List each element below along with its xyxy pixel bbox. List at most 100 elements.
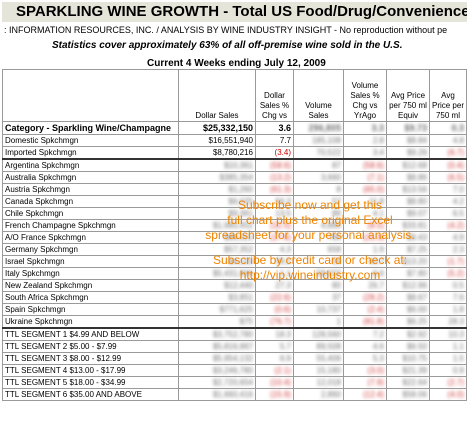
avg-price-cell: 10.3 <box>429 327 467 341</box>
volume-chg-cell: (81.8) <box>343 315 387 329</box>
volume-sales-cell: 185,108 <box>293 134 344 147</box>
dollar-sales-cell: $8,780,216 <box>178 146 256 160</box>
subscribe-link[interactable]: http://vip.wineindustry.com <box>239 268 381 282</box>
dollar-chg-cell: (13.2) <box>255 171 294 184</box>
period-label: Current 4 Weeks ending July 12, 2009 <box>147 58 326 69</box>
table-row: Austria Spkchmgn $1,260 (61.3) 8 (65.0) $13.5… <box>2 183 467 196</box>
row-label: Spain Spkchmgn <box>2 303 179 316</box>
row-label: TTL SEGMENT 3 $8.00 - $12.99 <box>2 352 179 365</box>
volume-sales-cell: 15,180 <box>293 364 344 377</box>
dollar-sales-cell: $3,246,780 <box>178 364 256 377</box>
avg-price-equiv-cell: $8.67 <box>386 291 430 304</box>
dollar-sales-cell: $771,625 <box>178 303 256 316</box>
promo-line-3: spreadsheet for your personal analysis. <box>205 228 415 242</box>
row-label: Imported Spkchmgn <box>2 146 179 160</box>
dollar-sales-cell: $3,752,780 <box>178 327 256 341</box>
header-dollar-chg: Dollar Sales % Chg vs <box>255 69 294 122</box>
dollar-sales-cell: $385,354 <box>178 171 256 184</box>
avg-price-cell: (6.7) <box>429 146 467 160</box>
avg-price-equiv-cell: $6.50 <box>386 340 430 353</box>
avg-price-cell: (4.0) <box>429 388 467 401</box>
avg-price-equiv-cell: $2.92 <box>386 327 430 341</box>
row-label: TTL SEGMENT 1 $4.99 AND BELOW <box>2 327 179 341</box>
volume-sales-cell: 70,522 <box>293 146 344 160</box>
header-label <box>2 69 179 122</box>
table-row: Australia Spkchmgn $385,354 (13.2) 3,660 (7.… <box>2 171 467 184</box>
avg-price-cell: 0.3 <box>429 121 467 135</box>
dollar-sales-cell: $5,954,132 <box>178 352 256 365</box>
row-label: TTL SEGMENT 2 $5.00 - $7.99 <box>2 340 179 353</box>
promo-line-1: Subscribe now and get this <box>237 198 383 212</box>
volume-sales-cell: 87 <box>293 158 344 172</box>
avg-price-equiv-cell: $10.75 <box>386 352 430 365</box>
row-label: Domestic Spkchmgn <box>2 134 179 147</box>
volume-chg-cell: (3.0) <box>343 364 387 377</box>
volume-chg-cell: 7.2 <box>343 327 387 341</box>
row-label: Canada Spkchmgn <box>2 195 179 208</box>
header-avg-price: Avg Price per 750 ml <box>429 69 467 122</box>
row-label: Germany Spkchmgn <box>2 243 179 256</box>
avg-price-equiv-cell: $6.00 <box>386 303 430 316</box>
header-volume-chg: Volume Sales % Chg vs YrAgo <box>343 69 387 122</box>
dollar-sales-cell: $2,720,654 <box>178 376 256 389</box>
dollar-chg-cell: 5.7 <box>255 340 294 353</box>
dollar-sales-cell: $25,332,150 <box>178 121 256 135</box>
dollar-chg-cell: 7.7 <box>255 134 294 147</box>
avg-price-cell: 7.0 <box>429 183 467 196</box>
dollar-sales-cell: $10,361 <box>178 158 256 172</box>
table-row: TTL SEGMENT 1 $4.99 AND BELOW $3,752,780 1… <box>2 327 467 341</box>
subscribe-promo: Subscribe now and get this full chart pl… <box>180 198 440 283</box>
volume-chg-cell: (2.4) <box>343 303 387 316</box>
avg-price-equiv-cell: $9.73 <box>386 121 430 135</box>
row-label: TTL SEGMENT 4 $13.00 - $17.99 <box>2 364 179 377</box>
table-row: Imported Spkchmgn $8,780,216 (3.4) 70,522 3.… <box>2 146 467 160</box>
dollar-chg-cell: 3.6 <box>255 121 294 135</box>
dollar-chg-cell: (15.9) <box>255 388 294 401</box>
volume-sales-cell: 3,660 <box>293 171 344 184</box>
table-row: Ukraine Spkchmgn $75 (76.7) 1 (81.8) $6.25 28.… <box>2 315 467 329</box>
avg-price-equiv-cell: $12.68 <box>386 158 430 172</box>
volume-sales-cell: 37 <box>293 291 344 304</box>
volume-sales-cell: 10,737 <box>293 303 344 316</box>
avg-price-equiv-cell: $13.56 <box>386 183 430 196</box>
avg-price-equiv-cell: $8.86 <box>386 171 430 184</box>
dollar-sales-cell: $1,260 <box>178 183 256 196</box>
table-row: TTL SEGMENT 3 $8.00 - $12.99 $5,954,132 6.… <box>2 352 467 365</box>
table-row: Argentina Spkchmgn $10,361 (58.6) 87 (58.6) $… <box>2 158 467 172</box>
avg-price-cell: 0.9 <box>429 364 467 377</box>
table-row: Israel Spkchmgn $4,120 38.2 26 40.7 $13.20 (1.… <box>2 255 467 268</box>
table-row: Category - Sparkling Wine/Champagne $25,3… <box>2 121 467 135</box>
header-volume-sales: Volume Sales <box>293 69 344 122</box>
volume-chg-cell: (58.6) <box>343 158 387 172</box>
avg-price-equiv-cell: $8.84 <box>386 134 430 147</box>
header-avg-price-equiv: Avg Price per 750 ml Equiv <box>386 69 430 122</box>
row-label: Israel Spkchmgn <box>2 255 179 268</box>
dollar-chg-cell: 18.3 <box>255 327 294 341</box>
avg-price-equiv-cell: $6.25 <box>386 315 430 329</box>
volume-chg-cell: (65.0) <box>343 183 387 196</box>
avg-price-cell: (2.7) <box>429 376 467 389</box>
volume-sales-cell: 89,508 <box>293 340 344 353</box>
dollar-chg-cell: (61.3) <box>255 183 294 196</box>
row-label: Chile Spkchmgn <box>2 207 179 220</box>
volume-sales-cell: 296,805 <box>293 121 344 135</box>
avg-price-cell: 28.3 <box>429 315 467 329</box>
dollar-sales-cell: $16,551,940 <box>178 134 256 147</box>
promo-line-2: full chart plus the original Excel <box>227 213 393 227</box>
avg-price-cell: (6.5) <box>429 171 467 184</box>
row-label: French Champagne Spkchmgn <box>2 219 179 232</box>
dollar-chg-cell: (10.4) <box>255 376 294 389</box>
header-dollar-sales: Dollar Sales <box>178 69 256 122</box>
dollar-chg-cell: (76.7) <box>255 315 294 329</box>
dollar-sales-cell: $5,816,967 <box>178 340 256 353</box>
volume-chg-cell: (12.4) <box>343 388 387 401</box>
dollar-sales-cell: $1,660,416 <box>178 388 256 401</box>
table-row: Italy Spkchmgn $5,431,806 1.1 58,022 6.6 $7.8… <box>2 267 467 280</box>
row-label: Ukraine Spkchmgn <box>2 315 179 329</box>
volume-sales-cell: 8 <box>293 183 344 196</box>
table-row: Domestic Spkchmgn $16,551,940 7.7 185,108 2.… <box>2 134 467 147</box>
avg-price-cell: 4.8 <box>429 134 467 147</box>
row-label: New Zealand Spkchmgn <box>2 279 179 292</box>
avg-price-cell: 7.6 <box>429 291 467 304</box>
table-header-row: Dollar Sales Dollar Sales % Chg vs Volum… <box>2 69 467 122</box>
